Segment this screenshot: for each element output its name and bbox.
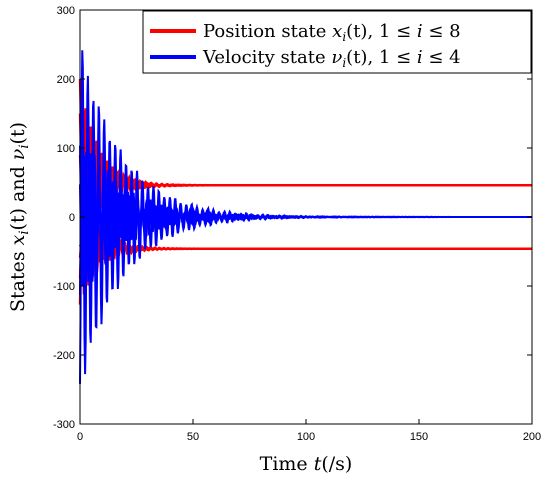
y-axis-label: States xi(t) and νi(t) — [7, 122, 32, 312]
y-tick-label: 100 — [57, 143, 75, 155]
series-layer — [78, 50, 533, 384]
x-tick-label: 150 — [410, 431, 428, 443]
series-position-3 — [78, 178, 532, 191]
legend-box — [142, 10, 532, 74]
x-axis-label: Time t(/s) — [260, 453, 353, 475]
series-position-0 — [78, 78, 532, 277]
y-tick-label: -300 — [53, 419, 75, 431]
y-tick-label: -200 — [53, 350, 75, 362]
legend-label-velocity: Velocity state νi(t), 1 ≤ i ≤ 4 — [202, 47, 461, 70]
y-tick-label: 300 — [57, 5, 75, 17]
y-tick-label: -100 — [53, 281, 75, 293]
legend-label-position: Position state xi(t), 1 ≤ i ≤ 8 — [203, 21, 461, 44]
x-tick-label: 0 — [77, 431, 83, 443]
y-tick-label: 0 — [69, 212, 75, 224]
y-tick-label: 200 — [57, 74, 75, 86]
x-tick-label: 200 — [523, 431, 541, 443]
legend: Position state xi(t), 1 ≤ i ≤ 8 Velocity… — [142, 10, 532, 74]
x-tick-label: 50 — [187, 431, 199, 443]
x-tick-label: 100 — [297, 431, 315, 443]
series-velocity-11 — [79, 179, 533, 256]
series-position-7 — [78, 238, 532, 259]
